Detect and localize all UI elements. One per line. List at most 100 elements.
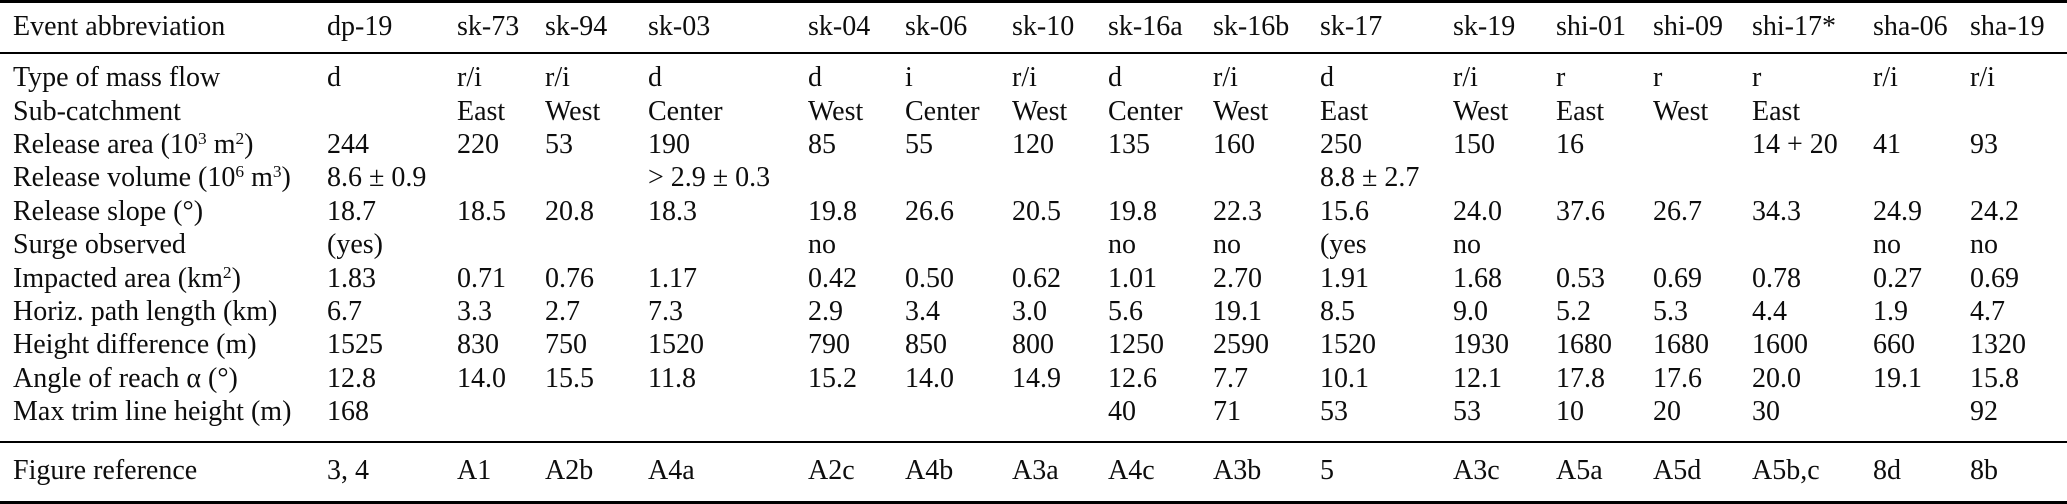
table-cell: r [1752, 62, 1762, 94]
table-cell: 37.6 [1556, 195, 1605, 227]
table-cell: 14 + 20 [1752, 129, 1838, 161]
table-cell [1873, 161, 1970, 194]
table-cell: 19.1 [1213, 295, 1262, 327]
table-cell [905, 228, 1012, 261]
table-cell [905, 395, 1012, 442]
table-cell [1752, 228, 1873, 261]
table-cell: West [1453, 95, 1509, 127]
table-cell: 19.8 [808, 195, 857, 227]
table-cell: 19.1 [1873, 362, 1922, 394]
table-cell: 750 [545, 329, 587, 361]
column-header: sk-06 [905, 1, 1012, 55]
table-cell: 3.4 [905, 295, 940, 327]
table-cell: 20 [1653, 395, 1681, 427]
table-row-release-volume: Release volume (106 m3) 8.6 ± 0.9 > 2.9 … [0, 161, 2067, 194]
column-header-event-abbreviation: Event abbreviation [0, 1, 327, 55]
table-cell: A2c [808, 441, 905, 503]
table-cell [1873, 395, 1970, 442]
table-cell: 0.62 [1012, 262, 1061, 294]
table-cell [905, 161, 1012, 194]
column-header: shi-17* [1752, 1, 1873, 55]
table-cell: 660 [1873, 329, 1915, 361]
table-cell: 0.53 [1556, 262, 1605, 294]
row-label: Max trim line height (m) [13, 395, 292, 427]
table-cell: West [1012, 95, 1068, 127]
column-header: dp-19 [327, 1, 457, 55]
table-cell: i [905, 62, 913, 94]
table-cell: 6.7 [327, 295, 362, 327]
table-cell: no [1453, 229, 1481, 261]
row-label: Figure reference [0, 441, 327, 503]
table-row-release-area: Release area (103 m2) 244 220 53 190 85 … [0, 128, 2067, 161]
table-cell: 12.6 [1108, 362, 1157, 394]
table-cell: 10.1 [1320, 362, 1369, 394]
table-cell: 1.83 [327, 262, 376, 294]
table-cell: 168 [327, 395, 369, 427]
table-cell: 4.4 [1752, 295, 1787, 327]
table-row-type-of-mass-flow: Type of mass flow d r/i r/i d d i r/i d … [0, 53, 2067, 94]
table-cell: 4.7 [1970, 295, 2005, 327]
table-cell: r/i [1012, 62, 1037, 94]
table-cell: 17.6 [1653, 362, 1702, 394]
table-cell: 30 [1752, 395, 1780, 427]
table-cell: 1320 [1970, 329, 2026, 361]
table-cell: Center [905, 95, 980, 127]
table-cell: A5d [1653, 441, 1752, 503]
row-label: Horiz. path length (km) [13, 295, 278, 327]
table-cell [1653, 228, 1752, 261]
table-cell [457, 161, 545, 194]
table-cell: 850 [905, 329, 947, 361]
table-cell: 5.3 [1653, 295, 1688, 327]
column-header: sk-94 [545, 1, 648, 55]
table-cell: 1520 [1320, 329, 1376, 361]
table-cell: A5b,c [1752, 441, 1873, 503]
table-cell: 7.7 [1213, 362, 1248, 394]
row-label: Type of mass flow [13, 62, 221, 94]
table-cell: 830 [457, 329, 499, 361]
table-cell: r/i [1970, 62, 1995, 94]
table-cell: West [545, 95, 601, 127]
table-cell: no [1970, 229, 1998, 261]
table-cell: A1 [457, 441, 545, 503]
table-cell: 18.7 [327, 195, 376, 227]
table-row-height-difference: Height difference (m) 1525 830 750 1520 … [0, 328, 2067, 361]
table-cell: 800 [1012, 329, 1054, 361]
table-cell: 24.9 [1873, 195, 1922, 227]
table-cell: 5.2 [1556, 295, 1591, 327]
table-cell: 24.2 [1970, 195, 2019, 227]
row-label: Release slope (°) [13, 195, 204, 227]
table-cell: 5 [1320, 441, 1453, 503]
table-cell: 20.5 [1012, 195, 1061, 227]
table-cell: no [808, 229, 836, 261]
table-cell: 9.0 [1453, 295, 1488, 327]
table-cell: 1.68 [1453, 262, 1502, 294]
column-header: sk-10 [1012, 1, 1108, 55]
table-cell: A5a [1556, 441, 1653, 503]
table-cell: 26.6 [905, 195, 954, 227]
column-header: sha-19 [1970, 1, 2067, 55]
table-cell [1556, 228, 1653, 261]
table-cell [457, 228, 545, 261]
column-header: shi-09 [1653, 1, 1752, 55]
table-cell: 14.9 [1012, 362, 1061, 394]
column-header: sk-03 [648, 1, 808, 55]
row-label: Height difference (m) [13, 329, 257, 361]
table-cell: 92 [1970, 395, 1998, 427]
table-cell [327, 95, 457, 128]
table-cell [545, 228, 648, 261]
row-label: Release volume (106 m3) [13, 162, 291, 194]
table-cell: 2.7 [545, 295, 580, 327]
table-cell [1970, 161, 2067, 194]
table-cell: 8b [1970, 441, 2067, 503]
table-cell: 17.8 [1556, 362, 1605, 394]
table-cell: 160 [1213, 129, 1255, 161]
column-header: shi-01 [1556, 1, 1653, 55]
table-row-horiz-path-length: Horiz. path length (km) 6.7 3.3 2.7 7.3 … [0, 295, 2067, 328]
table-cell: r/i [1213, 62, 1238, 94]
table-cell: 53 [1453, 395, 1481, 427]
column-header: sk-16a [1108, 1, 1213, 55]
table-cell: 1250 [1108, 329, 1164, 361]
table-cell: 55 [905, 129, 933, 161]
table-cell: A2b [545, 441, 648, 503]
table-cell: 0.71 [457, 262, 506, 294]
